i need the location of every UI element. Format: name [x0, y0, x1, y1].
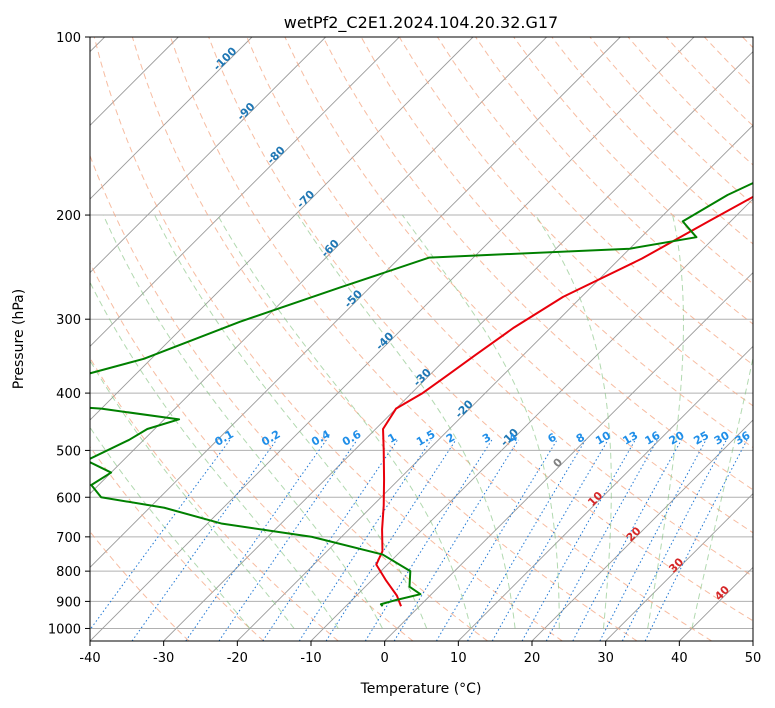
mixing-ratio-line: [90, 439, 231, 631]
dry-adiabat-line: [246, 37, 753, 577]
mixing-ratio-line: [467, 439, 586, 641]
x-tick-label: 0: [381, 651, 389, 666]
isotherm-line: [90, 37, 474, 421]
dry-adiabat-line: [131, 37, 638, 641]
dry-adiabat-line: [208, 37, 753, 622]
isotherm-line: [531, 419, 753, 641]
y-tick-label: 900: [56, 595, 81, 610]
moist-adiabat-line: [535, 214, 612, 629]
mixing-ratio-lines: [90, 439, 748, 641]
y-tick-label: 100: [56, 31, 81, 46]
x-tick-label: 20: [524, 651, 541, 666]
mixing-ratio-line: [364, 439, 493, 641]
y-axis-ticks: 100 200 300 400 500 600 700 800 900 1000: [48, 31, 90, 637]
mixing-ratio-line: [218, 439, 358, 641]
mixing-ratio-line: [491, 439, 609, 641]
plot-frame: [89, 36, 754, 642]
mixing-ratio-line: [185, 439, 327, 641]
isotherm-line: [90, 37, 547, 495]
isotherm-lines: [90, 37, 753, 641]
x-tick-label: -10: [300, 651, 321, 666]
y-tick-label: 800: [56, 565, 81, 580]
moist-adiabat-line: [90, 281, 339, 629]
moist-adiabat-line: [154, 214, 428, 629]
moist-adiabat-lines: [90, 214, 753, 629]
mixing-ratio-line: [435, 439, 558, 641]
isotherm-line: [605, 493, 753, 641]
mixing-ratio-line: [298, 439, 432, 641]
dry-adiabat-line: [90, 445, 264, 641]
plot-area: -100-90-80-70-60-50-40-30-20-10010203040…: [90, 37, 753, 641]
x-axis-label: Temperature (°C): [360, 681, 482, 697]
x-tick-label: 10: [450, 651, 467, 666]
sounding-series: [90, 181, 753, 607]
x-tick-label: 40: [671, 651, 688, 666]
mixing-ratio-line: [545, 439, 658, 641]
isotherm-line: [90, 37, 253, 200]
mixing-ratio-line: [262, 439, 398, 641]
chart-title: wetPf2_C2E1.2024.104.20.32.G17: [284, 13, 558, 33]
mixing-ratio-line: [521, 439, 636, 641]
y-tick-label: 200: [56, 209, 81, 224]
y-axis-label: Pressure (hPa): [11, 289, 27, 389]
x-tick-label: 30: [597, 651, 614, 666]
isotherm-line: [90, 37, 695, 641]
moist-adiabat-line: [401, 214, 560, 629]
moist-adiabat-line: [90, 426, 251, 629]
y-tick-label: 600: [56, 491, 81, 506]
dry-adiabat-line: [90, 357, 339, 641]
x-tick-label: -20: [227, 651, 248, 666]
isotherm-line: [90, 37, 400, 347]
moist-adiabat-line: [647, 214, 684, 629]
isotherm-line: [458, 345, 753, 641]
dry-adiabat-line: [322, 37, 753, 491]
dry-adiabat-line: [170, 37, 713, 641]
x-tick-label: 50: [745, 651, 762, 666]
x-tick-label: -30: [153, 651, 174, 666]
moist-adiabat-line: [217, 214, 472, 629]
mixing-ratio-line: [644, 439, 748, 641]
isotherm-line: [163, 51, 753, 641]
x-axis-ticks: -40 -30 -20 -10 0 10 20 30 40 50: [79, 641, 761, 666]
dry-adiabat-line: [475, 37, 753, 325]
dry-adiabat-line: [513, 37, 753, 285]
moist-adiabat-line: [691, 355, 753, 629]
dry-adiabat-line: [90, 261, 414, 641]
x-tick-label: -40: [79, 651, 100, 666]
dry-adiabat-lines: [90, 37, 753, 641]
moist-adiabat-line: [297, 214, 516, 629]
dewpoint-profile-line: [90, 181, 753, 607]
dry-adiabat-line: [284, 37, 753, 534]
isotherm-line: [237, 124, 753, 641]
mixing-ratio-line: [393, 439, 519, 641]
isotherm-line: [384, 272, 753, 641]
dry-adiabat-line: [93, 37, 563, 641]
y-tick-label: 400: [56, 387, 81, 402]
y-tick-label: 300: [56, 313, 81, 328]
y-tick-label: 700: [56, 531, 81, 546]
y-tick-label: 500: [56, 444, 81, 459]
isotherm-line: [90, 37, 621, 568]
y-tick-label: 1000: [48, 622, 81, 637]
isotherm-line: [90, 37, 326, 274]
